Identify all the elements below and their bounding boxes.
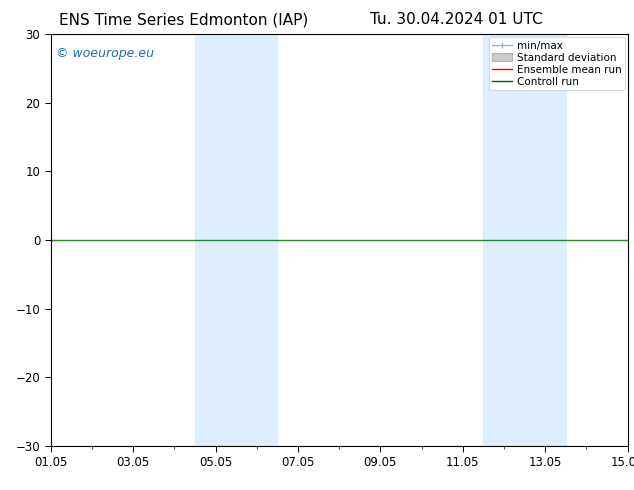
Legend: min/max, Standard deviation, Ensemble mean run, Controll run: min/max, Standard deviation, Ensemble me… xyxy=(489,37,624,90)
Text: Tu. 30.04.2024 01 UTC: Tu. 30.04.2024 01 UTC xyxy=(370,12,543,27)
Text: ENS Time Series Edmonton (IAP): ENS Time Series Edmonton (IAP) xyxy=(59,12,309,27)
Bar xyxy=(483,34,566,446)
Bar xyxy=(195,34,278,446)
Text: © woeurope.eu: © woeurope.eu xyxy=(56,47,155,60)
